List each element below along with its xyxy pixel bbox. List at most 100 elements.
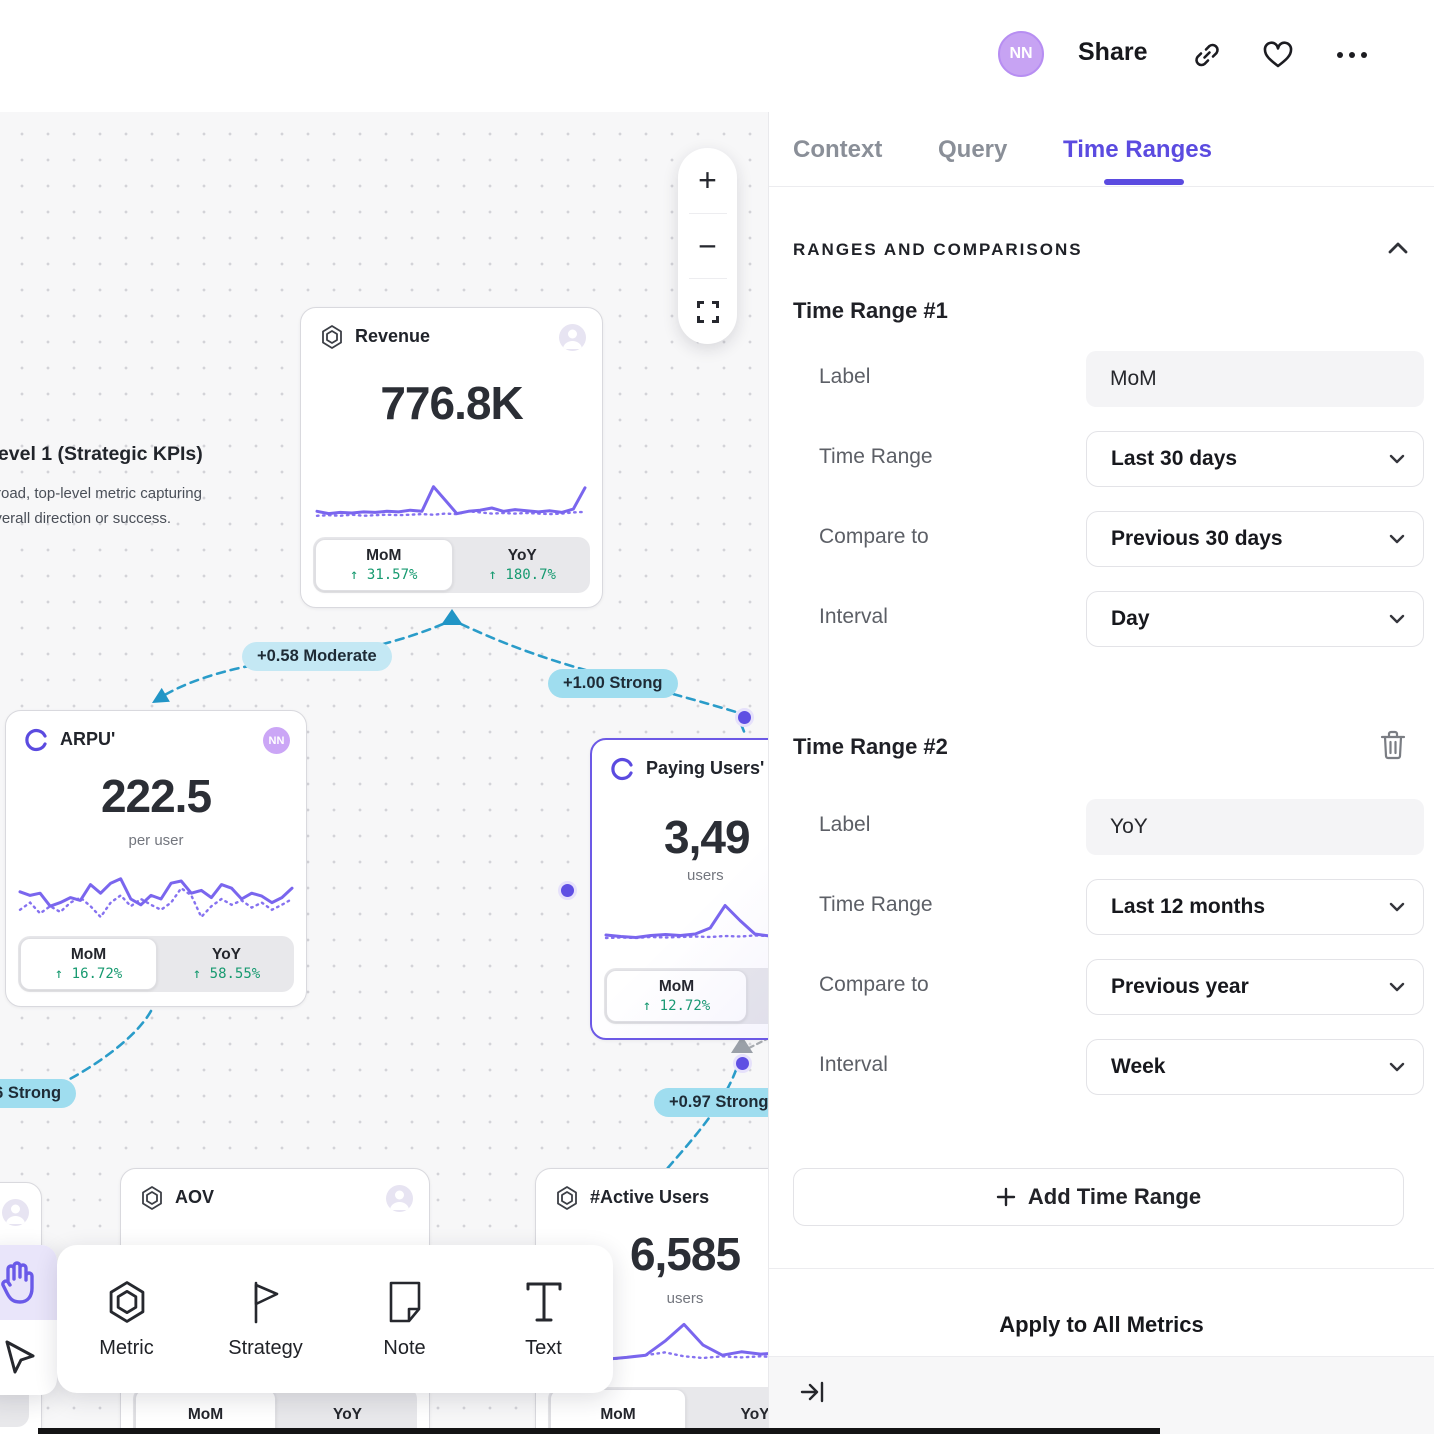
mom-chip[interactable]: MoM ↑ 31.57% [315, 539, 453, 591]
card-title: #Active Users [590, 1187, 710, 1207]
text-tool[interactable]: Text [474, 1245, 613, 1393]
card-title: ARPU' [60, 729, 116, 749]
card-title: AOV [175, 1187, 215, 1207]
chevron-up-icon[interactable] [1388, 242, 1408, 254]
metric-card-paying-users[interactable]: Paying Users' 3,49 users MoM ↑ 12.72% [590, 738, 768, 1040]
connection-handle[interactable] [733, 1054, 752, 1073]
connection-handle[interactable] [558, 881, 577, 900]
edge-arrow-gray [731, 1036, 753, 1053]
interval-select[interactable]: Day [1086, 591, 1424, 647]
metric-tree-canvas[interactable]: +0.58 Moderate +1.00 Strong 66 Strong +0… [0, 112, 768, 1434]
collapse-panel-icon[interactable] [799, 1379, 825, 1405]
chip-label: MoM [366, 547, 402, 564]
trash-icon[interactable] [1379, 730, 1407, 760]
fullscreen-button[interactable] [678, 279, 737, 344]
hexagon-metric-icon [139, 1185, 413, 1211]
chevron-down-icon [1389, 982, 1405, 992]
chevron-down-icon [1389, 1062, 1405, 1072]
chip-value: ↑ 31.57% [350, 567, 418, 583]
divider [688, 278, 727, 280]
divider [769, 1356, 1434, 1357]
note-tool[interactable]: Note [335, 1245, 474, 1393]
section-title: RANGES AND COMPARISONS [793, 240, 1083, 259]
favorite-heart-icon[interactable] [1262, 40, 1294, 70]
time-range-select[interactable]: Last 30 days [1086, 431, 1424, 487]
compare-to-select[interactable]: Previous year [1086, 959, 1424, 1015]
field-label: Compare to [819, 973, 929, 996]
tab-context[interactable]: Context [793, 136, 883, 163]
canvas-note[interactable]: Level 1 (Strategic KPIs) Broad, top-leve… [0, 443, 203, 527]
top-header: NN Share [0, 0, 1434, 112]
apply-all-metrics-button[interactable]: Apply to All Metrics [999, 1312, 1204, 1337]
share-button[interactable]: Share [1078, 38, 1148, 66]
hand-tool[interactable] [0, 1245, 57, 1320]
divider [769, 1268, 1434, 1269]
panel-footer [769, 1357, 1434, 1434]
tool-label: Strategy [228, 1336, 303, 1359]
chip-label: YoY [507, 547, 537, 564]
zoom-in-button[interactable]: + [698, 161, 717, 198]
range-toggle: MoM ↑ 16.72% YoY ↑ 58.55% [18, 936, 294, 992]
label-input[interactable] [1086, 799, 1424, 855]
time-range-1-title: Time Range #1 [793, 298, 948, 323]
tab-query[interactable]: Query [938, 136, 1008, 163]
select-value: Day [1111, 607, 1150, 630]
tab-time-ranges[interactable]: Time Ranges [1063, 136, 1212, 163]
tool-label: Metric [99, 1336, 154, 1359]
correlation-pill-strong[interactable]: +1.00 Strong [548, 669, 678, 698]
field-label: Label [819, 813, 871, 836]
active-tab-underline [1104, 179, 1184, 185]
strategy-tool[interactable]: Strategy [196, 1245, 335, 1393]
yoy-chip[interactable]: YoY [278, 1387, 417, 1434]
hexagon-metric-icon [104, 1279, 150, 1325]
metric-value: 222.5 [100, 770, 212, 822]
metric-card-arpu[interactable]: ARPU' NN 222.5 per user MoM ↑ 16.72% YoY… [5, 710, 307, 1007]
card-title: Revenue [355, 326, 431, 346]
compare-to-select[interactable]: Previous 30 days [1086, 511, 1424, 567]
hand-icon [0, 1260, 40, 1305]
field-label: Time Range [819, 445, 933, 468]
object-toolbar: Metric Strategy Note [57, 1245, 613, 1393]
user-avatar[interactable]: NN [998, 31, 1044, 77]
label-input[interactable] [1086, 351, 1424, 407]
mom-chip[interactable]: MoM [550, 1389, 686, 1434]
correlation-pill-strong-clipped[interactable]: 66 Strong [0, 1079, 77, 1108]
yoy-chip[interactable]: YoY [688, 1387, 769, 1434]
cursor-tool[interactable] [0, 1320, 57, 1395]
sparkline-chart [604, 904, 768, 940]
zoom-out-button[interactable]: − [698, 227, 717, 264]
mom-chip[interactable]: MoM ↑ 12.72% [606, 970, 747, 1022]
settings-panel: Context Query Time Ranges RANGES AND COM… [768, 112, 1434, 1434]
sparkline-chart [315, 485, 587, 518]
correlation-pill-moderate[interactable]: +0.58 Moderate [242, 642, 392, 671]
yoy-chip[interactable]: YoY ↑ 180.7% [455, 537, 591, 593]
more-options-icon[interactable] [1335, 50, 1369, 60]
yoy-chip[interactable] [749, 968, 768, 1024]
metric-tool[interactable]: Metric [57, 1245, 196, 1393]
tool-picker [0, 1245, 57, 1395]
yoy-chip[interactable]: YoY ↑ 58.55% [159, 936, 294, 992]
field-label: Label [819, 365, 871, 388]
interval-select[interactable]: Week [1086, 1039, 1424, 1095]
copy-link-icon[interactable] [1192, 40, 1222, 70]
mom-chip[interactable]: MoM ↑ 16.72% [20, 938, 157, 990]
add-time-range-button[interactable]: Add Time Range [793, 1168, 1404, 1226]
mom-chip[interactable]: MoM [135, 1389, 276, 1434]
tool-label: Text [525, 1336, 562, 1359]
edge-arrow-down [152, 687, 170, 703]
select-value: Week [1111, 1055, 1166, 1078]
correlation-pill-strong2[interactable]: +0.97 Strong [654, 1088, 768, 1117]
range-toggle: MoM YoY [548, 1387, 768, 1434]
metric-card-revenue[interactable]: Revenue 776.8K MoM ↑ 31.57% YoY ↑ 180.7% [300, 307, 603, 608]
note-icon [383, 1279, 427, 1325]
connection-handle[interactable] [735, 708, 754, 727]
chip-label: YoY [333, 1406, 362, 1423]
metric-unit: per user [128, 832, 184, 849]
chevron-down-icon [1389, 902, 1405, 912]
user-avatar-icon [2, 1199, 29, 1226]
time-range-select[interactable]: Last 12 months [1086, 879, 1424, 935]
flag-icon [244, 1279, 288, 1325]
field-label: Interval [819, 605, 888, 628]
chip-value: ↑ 12.72% [642, 998, 711, 1014]
